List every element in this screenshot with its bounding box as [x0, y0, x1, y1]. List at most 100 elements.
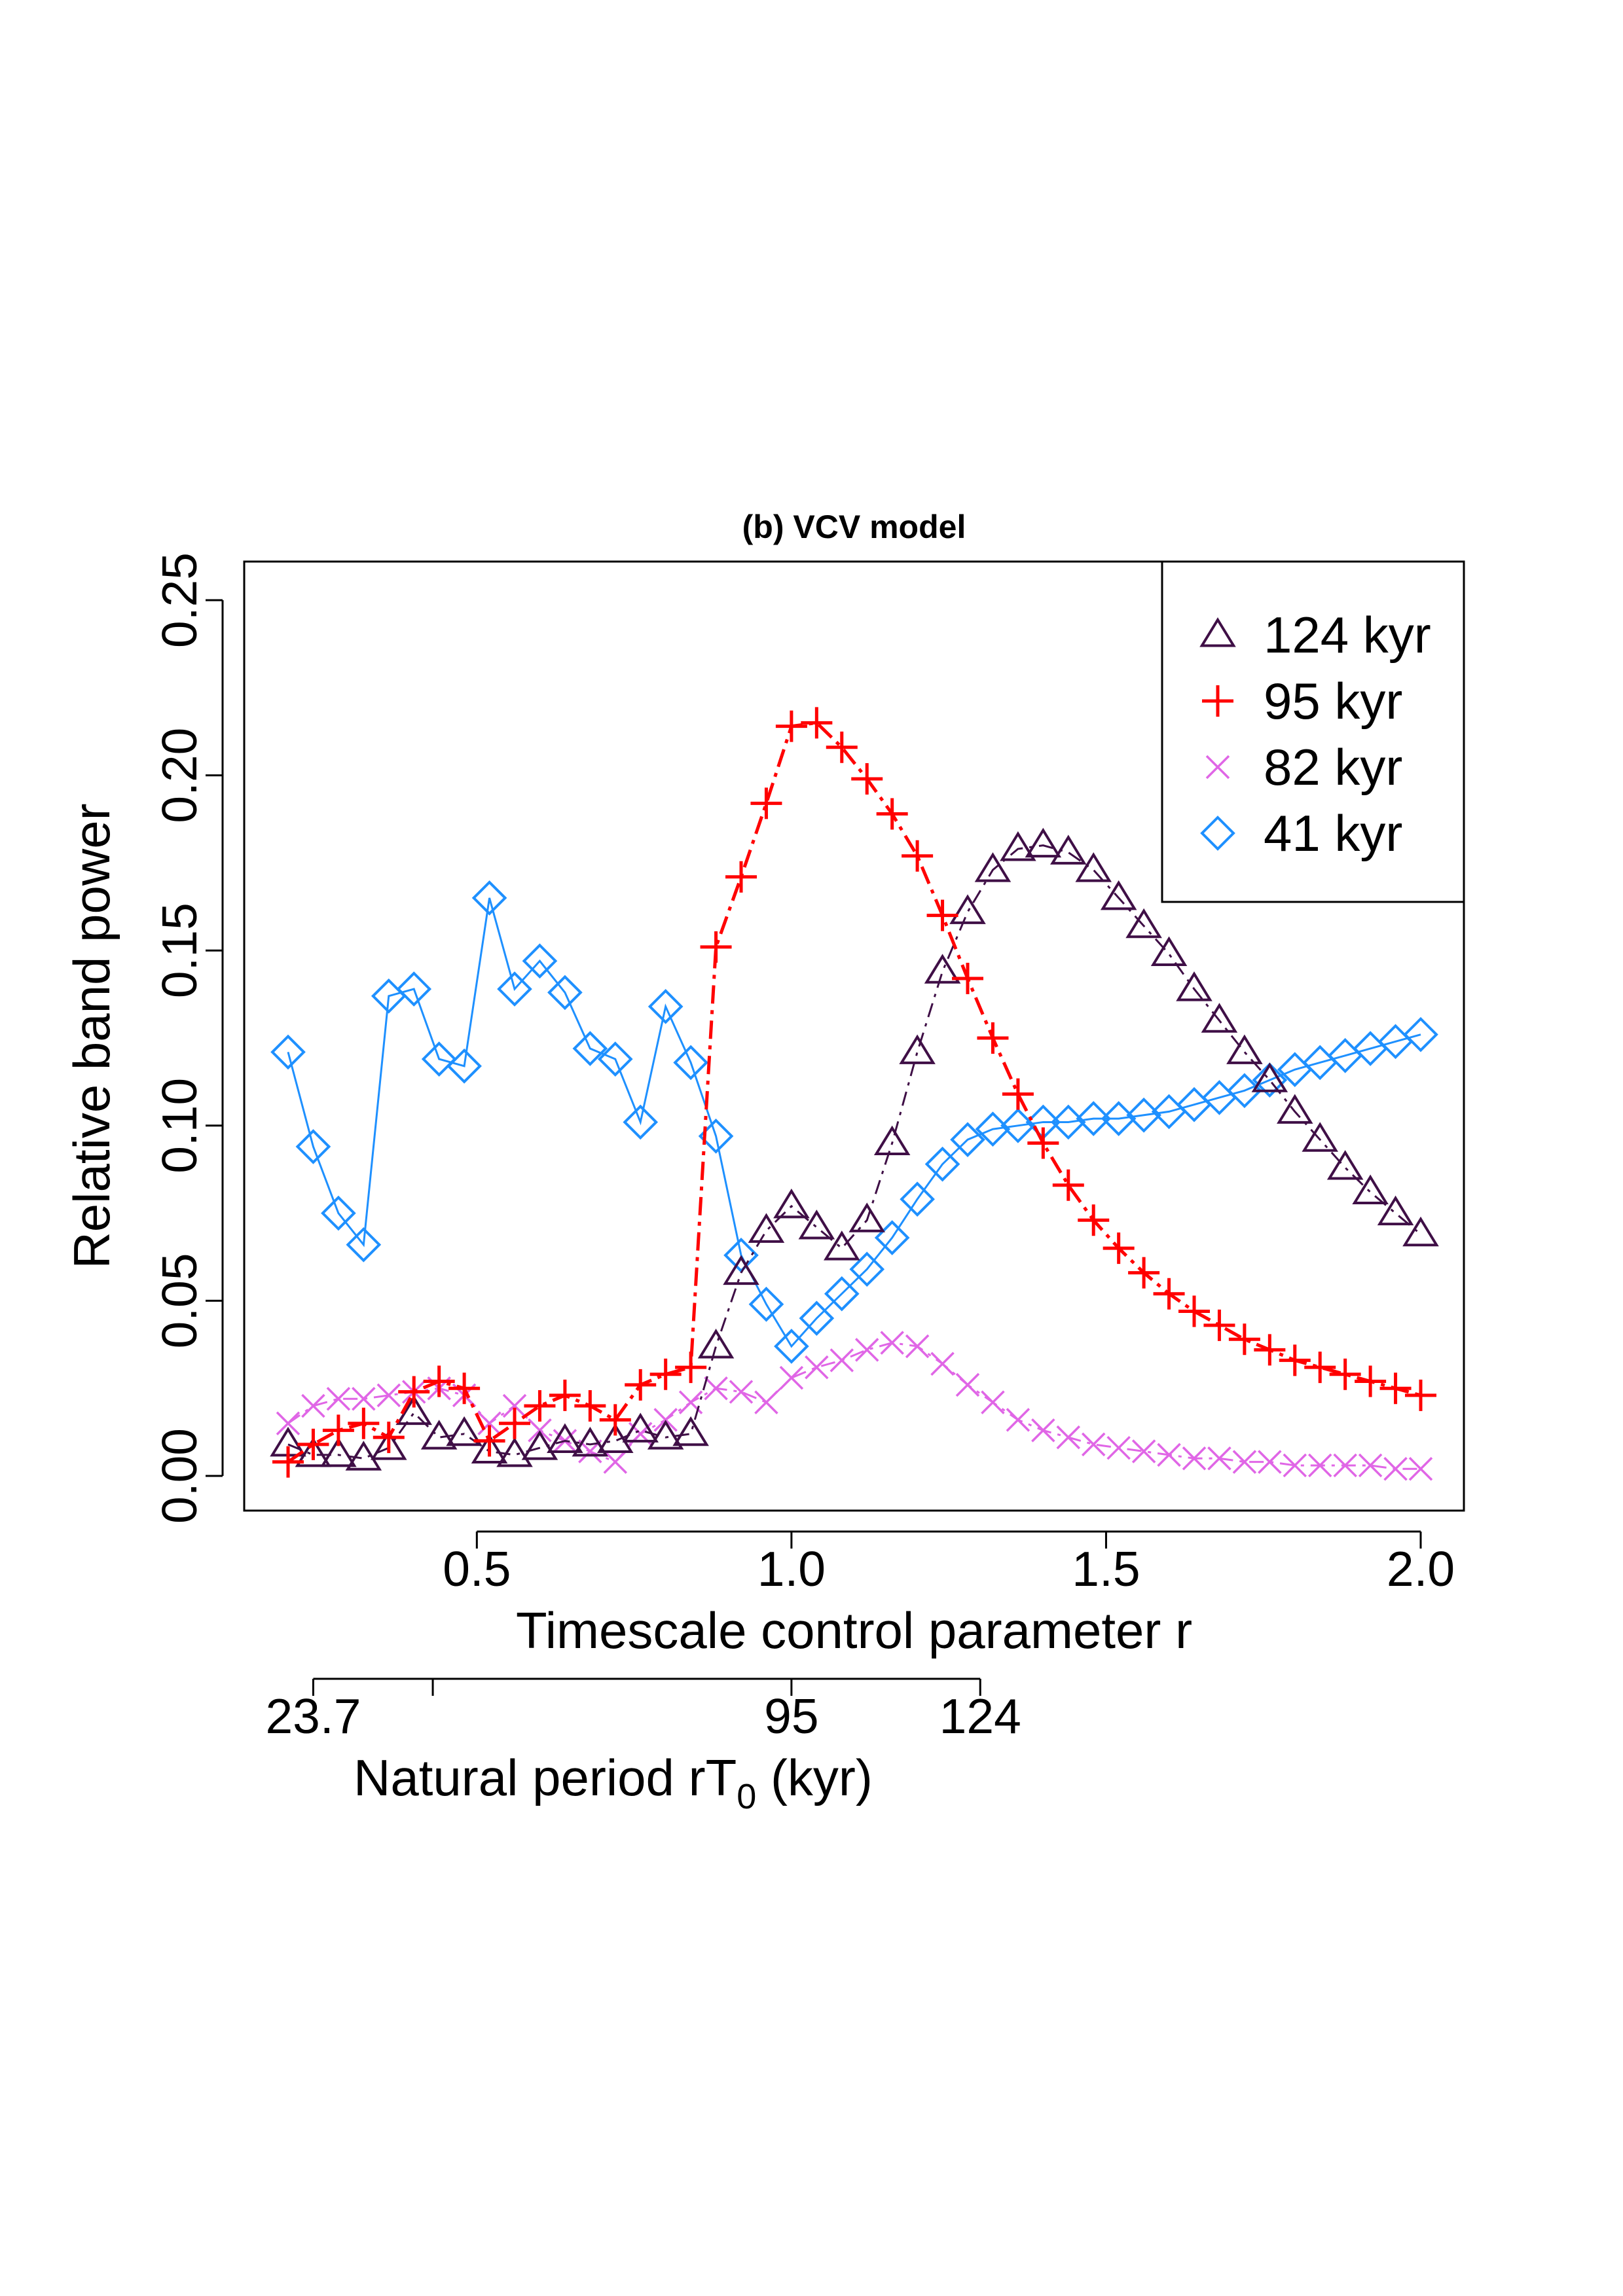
- data-point-plus: [524, 1390, 556, 1422]
- data-point-cross: [1182, 1446, 1207, 1471]
- data-point-plus: [1002, 1078, 1034, 1110]
- data-point-triangle: [446, 1416, 483, 1446]
- data-point-triangle: [824, 1230, 860, 1261]
- data-point-plus: [272, 1446, 304, 1478]
- data-point-cross: [276, 1411, 301, 1435]
- data-point-plus: [750, 787, 782, 819]
- data-point-plus: [574, 1390, 606, 1422]
- data-point-triangle: [1402, 1216, 1439, 1247]
- y-tick-label: 0.10: [152, 1078, 207, 1174]
- data-point-plus: [952, 963, 983, 995]
- data-point-triangle: [672, 1416, 709, 1446]
- series-82-kyr: [276, 1331, 1433, 1481]
- data-point-diamond: [421, 1041, 457, 1077]
- legend: 124 kyr 95 kyr 82 kyr 41 kyr: [1161, 560, 1465, 903]
- x-tick-label: 1.0: [757, 1541, 826, 1596]
- data-point-plus: [1103, 1232, 1135, 1265]
- data-point-diamond: [647, 989, 684, 1024]
- data-point-cross: [1157, 1443, 1181, 1467]
- data-point-triangle: [1199, 617, 1236, 647]
- data-point-diamond: [547, 975, 583, 1011]
- data-point-cross: [955, 1372, 980, 1397]
- data-point-plus: [423, 1365, 455, 1397]
- data-point-triangle: [924, 954, 961, 984]
- data-point-plus: [1178, 1295, 1210, 1327]
- data-point-triangle: [1251, 1062, 1288, 1092]
- series-41-kyr: [270, 880, 1438, 1364]
- data-point-triangle: [1025, 827, 1062, 858]
- data-point-plus: [1355, 1365, 1387, 1397]
- data-point-cross: [1106, 1435, 1131, 1460]
- data-point-diamond: [623, 1104, 659, 1140]
- data-point-cross: [1258, 1450, 1282, 1474]
- data-point-triangle: [1075, 852, 1112, 882]
- legend-label: 82 kyr: [1264, 738, 1402, 796]
- data-point-triangle: [521, 1430, 558, 1460]
- data-point-triangle: [320, 1437, 357, 1467]
- data-point-cross: [326, 1387, 351, 1411]
- data-point-diamond: [799, 1300, 835, 1336]
- legend-item: 41 kyr: [1200, 804, 1402, 862]
- data-point-plus: [876, 798, 908, 830]
- data-point-diamond: [849, 1251, 885, 1287]
- data-point-plus: [599, 1404, 631, 1436]
- data-point-diamond: [673, 1045, 708, 1081]
- data-point-diamond: [1252, 1062, 1288, 1098]
- data-point-cross: [502, 1393, 527, 1418]
- data-point-cross: [1283, 1453, 1307, 1478]
- data-point-plus: [373, 1422, 405, 1454]
- data-point-plus: [902, 840, 934, 872]
- data-point-triangle: [647, 1420, 684, 1450]
- data-point-triangle: [622, 1412, 659, 1443]
- data-point-cross: [1383, 1457, 1408, 1481]
- data-point-triangle: [1000, 831, 1036, 861]
- data-point-cross: [729, 1380, 754, 1404]
- data-point-plus: [1027, 1127, 1059, 1159]
- data-point-diamond: [1227, 1073, 1262, 1109]
- data-point-plus: [775, 710, 807, 742]
- data-point-plus: [700, 931, 732, 963]
- data-point-triangle: [1302, 1122, 1338, 1152]
- data-point-cross: [880, 1331, 904, 1355]
- series-line: [287, 721, 1421, 1463]
- data-point-cross: [1031, 1418, 1055, 1443]
- data-point-diamond: [1403, 1016, 1438, 1052]
- data-point-plus: [348, 1407, 380, 1439]
- data-point-triangle: [496, 1437, 533, 1467]
- plot-area: [270, 707, 1439, 1481]
- data-point-triangle: [1201, 1003, 1238, 1033]
- data-point-plus: [926, 899, 958, 931]
- data-point-triangle: [723, 1255, 759, 1285]
- data-point-plus: [801, 707, 833, 739]
- data-point-cross: [1131, 1439, 1156, 1463]
- data-point-plus: [675, 1352, 707, 1384]
- data-point-cross: [1006, 1408, 1030, 1432]
- data-point-cross: [704, 1376, 728, 1401]
- data-point-diamond: [748, 1286, 784, 1322]
- data-point-plus: [322, 1414, 354, 1446]
- data-point-cross: [1207, 1446, 1231, 1471]
- y-tick-label: 0.20: [152, 728, 207, 823]
- data-point-cross: [930, 1352, 955, 1376]
- data-point-cross: [754, 1390, 778, 1414]
- data-point-triangle: [899, 1034, 936, 1064]
- data-point-triangle: [773, 1188, 810, 1219]
- axes: 0.5 1.0 1.5 2.0 0.00 0.05 0.10 0.15 0.20 0.25: [152, 552, 1465, 1596]
- x-tick-label: 0.5: [443, 1541, 511, 1596]
- data-point-diamond: [270, 1034, 306, 1070]
- data-point-cross: [301, 1393, 325, 1418]
- data-point-triangle: [697, 1329, 735, 1359]
- y-tick-label: 0.25: [152, 552, 207, 648]
- series-95-kyr: [272, 707, 1436, 1478]
- secondary-label-subscript: 0: [737, 1777, 756, 1816]
- data-point-plus: [297, 1428, 329, 1460]
- data-point-diamond: [1076, 1101, 1112, 1136]
- data-point-diamond: [471, 880, 507, 916]
- legend-item: 124 kyr: [1199, 606, 1431, 664]
- data-point-diamond: [950, 1122, 985, 1158]
- data-point-triangle: [345, 1441, 382, 1471]
- data-point-triangle: [848, 1202, 885, 1232]
- data-point-cross: [376, 1383, 401, 1408]
- data-point-triangle: [597, 1423, 634, 1453]
